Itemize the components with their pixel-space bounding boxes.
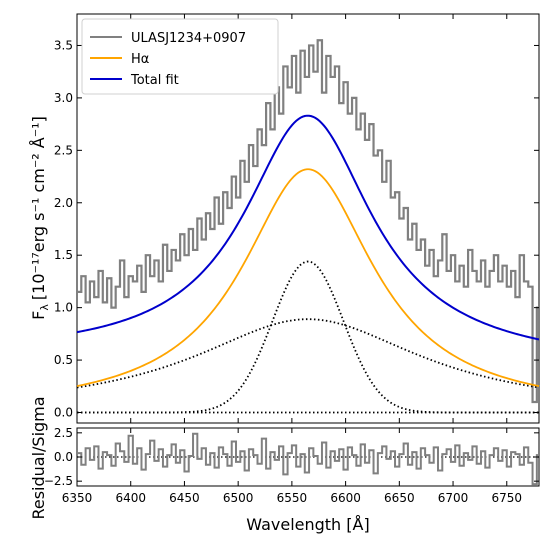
main-y-tick-label: 2.5 (54, 143, 73, 157)
main-y-tick-label: 3.0 (54, 91, 73, 105)
residual-y-tick-label: 2.5 (54, 426, 73, 440)
x-tick-label: 6650 (384, 491, 415, 505)
x-tick-label: 6450 (169, 491, 200, 505)
main-panel: 0.00.51.01.52.02.53.03.5 Fλ[10⁻¹⁷erg s⁻¹… (29, 13, 540, 424)
main-y-tick-label: 3.5 (54, 38, 73, 52)
main-y-tick-label: 0.5 (54, 353, 73, 367)
x-tick-label: 6350 (62, 491, 93, 505)
residual-plot-area (77, 432, 539, 486)
x-tick-label: 6700 (438, 491, 469, 505)
legend-label-spectrum: ULASJ1234+0907 (131, 31, 246, 46)
main-y-tick-label: 0.0 (54, 406, 73, 420)
residual-y-axis-label: Residual/Sigma (29, 396, 48, 519)
series-broad-component (76, 318, 540, 389)
residual-y-ticks: −2.5 0.0 2.5 (44, 426, 539, 488)
series-residual (77, 432, 539, 486)
ylabel-subscript: λ (38, 304, 51, 311)
legend-label-total-fit: Total fit (130, 73, 179, 88)
ylabel-units: [10⁻¹⁷erg s⁻¹ cm⁻² Å⁻¹] (29, 116, 48, 300)
main-y-tick-label: 1.5 (54, 248, 73, 262)
residual-x-ticks: 6350 6400 6450 6500 6550 6600 6650 6700 6750 (62, 428, 522, 505)
series-observed-spectrum (77, 39, 539, 404)
main-y-tick-label: 2.0 (54, 196, 73, 210)
main-y-tick-label: 1.0 (54, 301, 73, 315)
main-y-axis-label: Fλ[10⁻¹⁷erg s⁻¹ cm⁻² Å⁻¹] (29, 116, 51, 320)
legend-box (81, 18, 279, 95)
residual-y-tick-label: −2.5 (44, 474, 73, 488)
main-x-ticks (76, 14, 508, 423)
x-axis-label: Wavelength [Å] (246, 515, 369, 534)
x-tick-label: 6550 (277, 491, 308, 505)
main-plot-area (76, 39, 540, 414)
main-plot-frame (76, 13, 540, 424)
residual-y-tick-label: 0.0 (54, 450, 73, 464)
main-y-ticks: 0.0 0.5 1.0 1.5 2.0 2.5 3.0 3.5 (54, 38, 539, 420)
x-tick-label: 6500 (223, 491, 254, 505)
legend: ULASJ1234+0907 Hα Total fit (81, 18, 279, 95)
residual-panel: −2.50.02.5 6350 6400 6450 6500 6550 6600 6650 6… (29, 396, 540, 520)
series-total-fit (76, 114, 540, 341)
series-narrow-component (77, 260, 539, 414)
x-tick-label: 6750 (491, 491, 522, 505)
x-tick-label: 6600 (330, 491, 361, 505)
series-halpha (76, 168, 540, 388)
x-tick-label: 6400 (115, 491, 146, 505)
legend-label-halpha: Hα (131, 52, 149, 67)
